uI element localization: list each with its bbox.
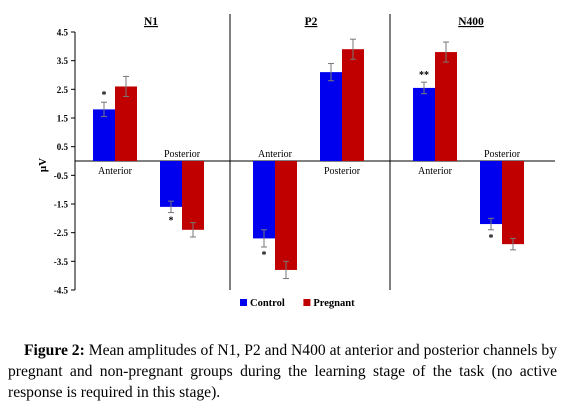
pregnant-bar bbox=[342, 49, 364, 162]
y-tick-label: -0.5 bbox=[54, 171, 69, 181]
legend-swatch bbox=[240, 299, 247, 306]
pregnant-bar bbox=[502, 161, 524, 245]
significance-marker: * bbox=[102, 90, 107, 101]
y-tick-label: 1.5 bbox=[57, 114, 69, 124]
caption-label: Figure 2: bbox=[24, 342, 85, 359]
y-tick-label: 3.5 bbox=[57, 56, 69, 66]
control-bar bbox=[320, 72, 342, 161]
y-tick-label: -2.5 bbox=[54, 228, 69, 238]
legend-label: Pregnant bbox=[313, 298, 355, 309]
pregnant-bar bbox=[275, 161, 297, 270]
panel-title: N1 bbox=[144, 16, 158, 28]
control-bar bbox=[480, 161, 502, 225]
figure-caption: Figure 2: Mean amplitudes of N1, P2 and … bbox=[8, 340, 557, 403]
panel-title: P2 bbox=[305, 16, 318, 28]
y-tick-label: -4.5 bbox=[54, 286, 69, 296]
group-label: Posterior bbox=[164, 149, 201, 160]
significance-marker: * bbox=[489, 233, 494, 244]
significance-marker: * bbox=[262, 250, 267, 261]
legend-label: Control bbox=[250, 298, 285, 309]
group-label: Anterior bbox=[418, 166, 453, 177]
y-tick-label: -1.5 bbox=[54, 200, 69, 210]
control-bar bbox=[413, 87, 435, 161]
control-bar bbox=[253, 161, 275, 239]
control-bar bbox=[93, 109, 115, 161]
group-label: Anterior bbox=[258, 149, 293, 160]
y-tick-label: 4.5 bbox=[57, 28, 69, 38]
group-label: Anterior bbox=[98, 166, 133, 177]
panel-title: N400 bbox=[458, 16, 484, 28]
y-tick-label: -3.5 bbox=[54, 257, 69, 267]
y-axis-label: μV bbox=[37, 158, 49, 172]
y-tick-label: 2.5 bbox=[57, 85, 69, 95]
significance-marker: * bbox=[169, 216, 174, 227]
pregnant-bar bbox=[182, 161, 204, 230]
significance-marker: ** bbox=[419, 70, 429, 81]
group-label: Posterior bbox=[324, 166, 361, 177]
pregnant-bar bbox=[435, 52, 457, 161]
pregnant-bar bbox=[115, 86, 137, 161]
caption-text: Mean amplitudes of N1, P2 and N400 at an… bbox=[8, 342, 558, 401]
bar-chart: 4.5 3.5 2.5 1.5 0.5 -0.5 -1.5 -2.5 -3.5 -4.5 μV N1 A… bbox=[37, 14, 555, 309]
legend-swatch bbox=[303, 299, 311, 306]
y-tick-label: 0.5 bbox=[57, 142, 69, 152]
control-bar bbox=[160, 161, 182, 207]
group-label: Posterior bbox=[484, 149, 521, 160]
